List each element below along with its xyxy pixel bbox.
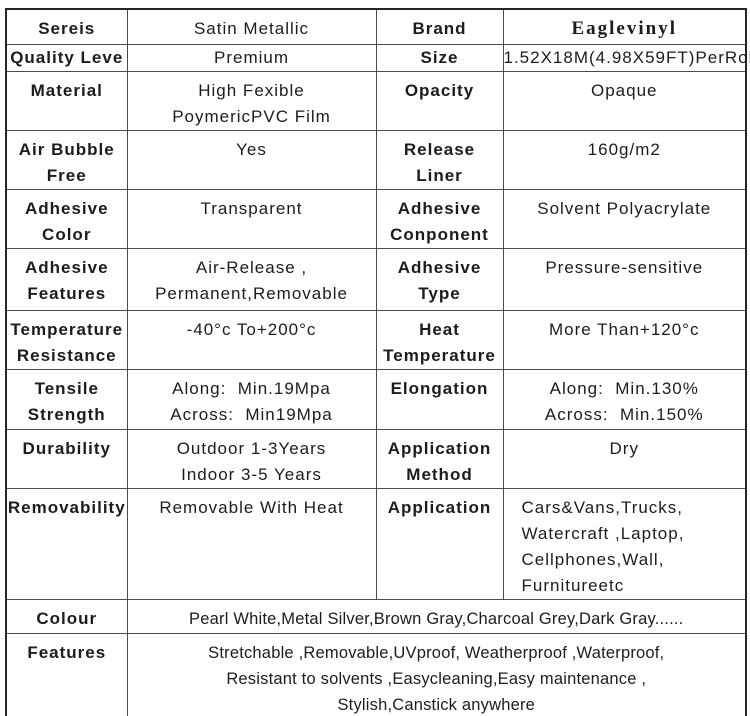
spec-value-quality-level: Premium bbox=[126, 43, 377, 72]
spec-value-temperature-resistance: -40°c To+200°c bbox=[126, 309, 377, 370]
spec-label-adhesive-features: Adhesive Features bbox=[5, 247, 128, 311]
spec-value-colour: Pearl White,Metal Silver,Brown Gray,Char… bbox=[126, 598, 747, 634]
spec-value-adhesive-color: Transparent bbox=[126, 188, 377, 249]
spec-label-tensile-strength: Tensile Strength bbox=[5, 368, 128, 430]
spec-value-opacity: Opaque bbox=[502, 70, 747, 131]
spec-label-temperature-resistance: Temperature Resistance bbox=[5, 309, 128, 370]
spec-label-adhesive-type: Adhesive Type bbox=[375, 247, 504, 311]
spec-label-removability: Removability bbox=[5, 487, 128, 600]
spec-value-adhesive-type: Pressure-sensitive bbox=[502, 247, 747, 311]
spec-value-release-liner: 160g/m2 bbox=[502, 129, 747, 190]
spec-label-air-bubble-free: Air Bubble Free bbox=[5, 129, 128, 190]
spec-value-heat-temperature: More Than+120°c bbox=[502, 309, 747, 370]
table-row: Material High Fexible PoymericPVC Film O… bbox=[5, 70, 747, 131]
spec-label-durability: Durability bbox=[5, 428, 128, 489]
spec-value-adhesive-features: Air-Release , Permanent,Removable bbox=[126, 247, 377, 311]
spec-label-adhesive-component: Adhesive Conponent bbox=[375, 188, 504, 249]
spec-value-size: 1.52X18M(4.98X59FT)PerRoll bbox=[502, 43, 750, 72]
spec-label-release-liner: Release Liner bbox=[375, 129, 504, 190]
spec-label-application: Application bbox=[375, 487, 504, 600]
table-row: Durability Outdoor 1-3Years Indoor 3-5 Y… bbox=[5, 428, 747, 489]
spec-value-application-method: Dry bbox=[502, 428, 747, 489]
spec-value-air-bubble-free: Yes bbox=[126, 129, 377, 190]
spec-label-colour: Colour bbox=[5, 598, 128, 634]
spec-value-series: Satin Metallic bbox=[126, 8, 377, 45]
spec-label-size: Size bbox=[375, 43, 504, 72]
table-row: Adhesive Color Transparent Adhesive Conp… bbox=[5, 188, 747, 249]
spec-label-series: Sereis bbox=[5, 8, 128, 45]
table-row: Removability Removable With Heat Applica… bbox=[5, 487, 747, 600]
spec-label-brand: Brand bbox=[375, 8, 504, 45]
spec-value-adhesive-component: Solvent Polyacrylate bbox=[502, 188, 747, 249]
spec-label-adhesive-color: Adhesive Color bbox=[5, 188, 128, 249]
spec-value-material: High Fexible PoymericPVC Film bbox=[126, 70, 377, 131]
spec-label-material: Material bbox=[5, 70, 128, 131]
spec-value-removability: Removable With Heat bbox=[126, 487, 377, 600]
table-row: Features Stretchable ,Removable,UVproof,… bbox=[5, 632, 747, 716]
table-row: Adhesive Features Air-Release , Permanen… bbox=[5, 247, 747, 311]
table-row: Quality Leve Premium Size 1.52X18M(4.98X… bbox=[5, 43, 750, 72]
spec-value-brand: Eaglevinyl bbox=[502, 8, 747, 45]
spec-label-quality-level: Quality Leve bbox=[5, 43, 128, 72]
table-row: Tensile Strength Along: Min.19Mpa Across… bbox=[5, 368, 747, 430]
spec-value-application: Cars&Vans,Trucks, Watercraft ,Laptop, Ce… bbox=[502, 487, 747, 600]
spec-label-application-method: Application Method bbox=[375, 428, 504, 489]
spec-value-features: Stretchable ,Removable,UVproof, Weatherp… bbox=[126, 632, 747, 716]
table-row: Colour Pearl White,Metal Silver,Brown Gr… bbox=[5, 598, 747, 634]
spec-value-durability: Outdoor 1-3Years Indoor 3-5 Years bbox=[126, 428, 377, 489]
table-row: Sereis Satin Metallic Brand Eaglevinyl bbox=[5, 8, 747, 45]
spec-label-opacity: Opacity bbox=[375, 70, 504, 131]
spec-label-features: Features bbox=[5, 632, 128, 716]
spec-value-tensile-strength: Along: Min.19Mpa Across: Min19Mpa bbox=[126, 368, 377, 430]
spec-label-heat-temperature: Heat Temperature bbox=[375, 309, 504, 370]
table-row: Temperature Resistance -40°c To+200°c He… bbox=[5, 309, 747, 370]
table-row: Air Bubble Free Yes Release Liner 160g/m… bbox=[5, 129, 747, 190]
product-spec-table: Sereis Satin Metallic Brand Eaglevinyl Q… bbox=[5, 8, 750, 716]
spec-label-elongation: Elongation bbox=[375, 368, 504, 430]
spec-value-elongation: Along: Min.130% Across: Min.150% bbox=[502, 368, 747, 430]
